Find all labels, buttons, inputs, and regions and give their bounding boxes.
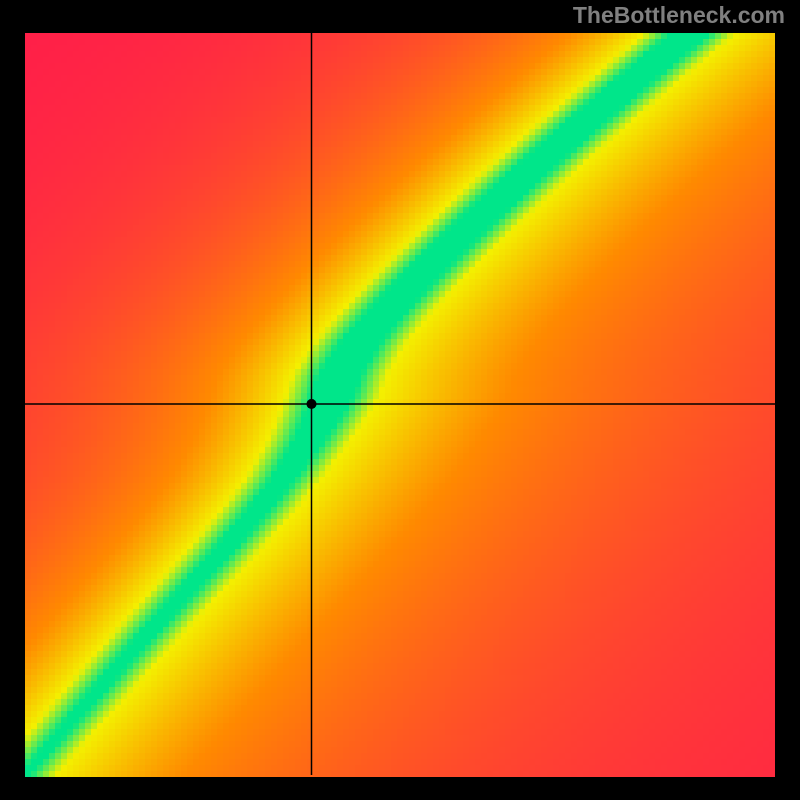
watermark-text: TheBottleneck.com — [573, 2, 785, 29]
bottleneck-heatmap — [0, 0, 800, 800]
